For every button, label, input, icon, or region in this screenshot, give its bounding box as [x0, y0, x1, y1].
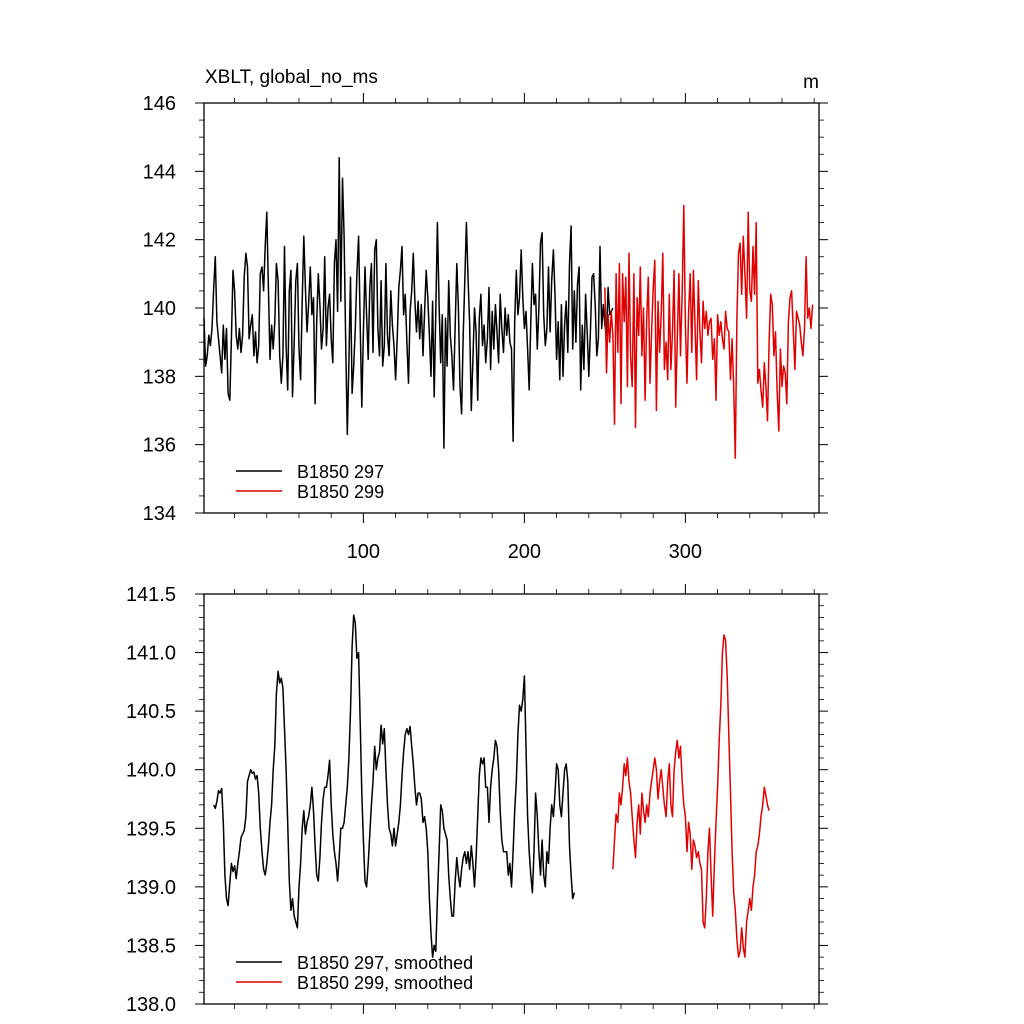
plot-frame [203, 593, 820, 1005]
y-tick-label: 140.5 [126, 701, 176, 723]
legend-label-b1850-299-smoothed: B1850 299, smoothed [297, 973, 473, 993]
plot-series [213, 614, 770, 958]
y-tick-label: 141.0 [126, 643, 176, 665]
bottom-panel: 138.0 138.5 139.0 139.5 140.0 140.5 141.0 141.5… [126, 584, 828, 1016]
series-line-b1850-299 [604, 204, 814, 460]
x-tick-label: 100 [347, 541, 380, 563]
y-tick-label: 144 [143, 161, 176, 183]
axis-ticks [195, 584, 828, 1014]
chart-title: XBLT, global_no_ms [205, 67, 378, 88]
units-label: m [803, 72, 819, 93]
y-tick-label: 138.0 [126, 994, 176, 1016]
plot-frame [203, 102, 820, 514]
x-tick-labels: 100 200 300 [347, 541, 702, 563]
legend-label-b1850-297: B1850 297 [297, 462, 384, 482]
top-panel: XBLT, global_no_ms m 1341361381401421441… [143, 67, 828, 563]
y-tick-labels: 134 136 138 140 142 144 146 [143, 93, 176, 525]
series-line-b1850-297 [203, 156, 614, 449]
x-tick-label: 200 [508, 541, 541, 563]
y-tick-labels: 138.0 138.5 139.0 139.5 140.0 140.5 141.0 141.5 [126, 584, 176, 1016]
y-tick-label: 140 [143, 298, 176, 320]
y-tick-label: 138.5 [126, 935, 176, 957]
y-tick-label: 142 [143, 230, 176, 252]
axis-ticks [195, 93, 828, 523]
y-tick-label: 138 [143, 366, 176, 388]
series-line-b1850-297-smoothed [213, 614, 576, 958]
y-tick-label: 141.5 [126, 584, 176, 606]
legend: B1850 297 B1850 299 [236, 462, 384, 502]
plot-series [203, 156, 814, 460]
y-tick-label: 139.5 [126, 818, 176, 840]
series-line-b1850-299-smoothed [612, 634, 770, 958]
y-tick-label: 134 [143, 503, 176, 525]
y-tick-label: 146 [143, 93, 176, 115]
legend-label-b1850-299: B1850 299 [297, 482, 384, 502]
y-tick-label: 139.0 [126, 877, 176, 899]
x-tick-label: 300 [669, 541, 702, 563]
legend-label-b1850-297-smoothed: B1850 297, smoothed [297, 953, 473, 973]
y-tick-label: 136 [143, 435, 176, 457]
y-tick-label: 140.0 [126, 760, 176, 782]
legend: B1850 297, smoothed B1850 299, smoothed [236, 953, 473, 993]
